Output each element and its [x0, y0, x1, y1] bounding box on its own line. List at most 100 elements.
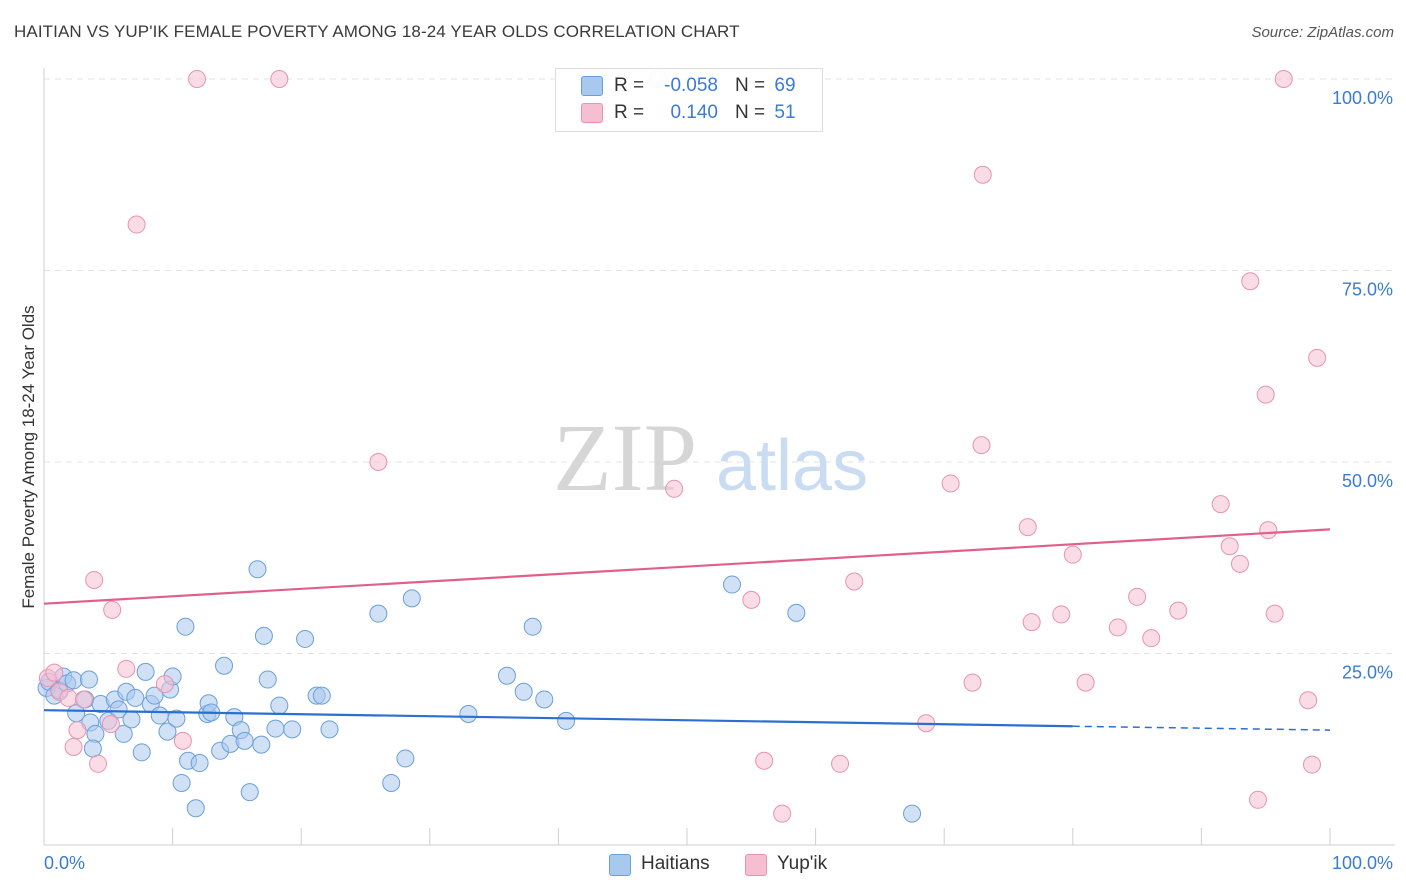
x-tick-label-max: 100.0%: [1332, 853, 1393, 873]
axes-layer: [43, 68, 1395, 846]
data-point-yupik: [1211, 495, 1230, 514]
data-point-haitians: [258, 670, 277, 689]
data-point-haitians: [158, 722, 177, 741]
data-point-yupik: [59, 688, 78, 707]
data-point-haitians: [723, 575, 742, 594]
y-tick-label: 100.0%: [1332, 88, 1393, 108]
data-point-haitians: [136, 662, 155, 681]
stats-n-label: N =: [735, 102, 766, 123]
stats-r-value: 0.140: [670, 102, 718, 123]
data-point-haitians: [254, 626, 273, 645]
data-point-yupik: [127, 215, 146, 234]
data-point-haitians: [240, 783, 259, 802]
data-point-yupik: [1230, 554, 1249, 573]
y-tick-label: 75.0%: [1342, 280, 1393, 300]
data-point-haitians: [514, 682, 533, 701]
data-point-haitians: [252, 735, 271, 754]
data-point-haitians: [83, 739, 102, 758]
watermark: ZIP atlas: [553, 404, 868, 511]
data-point-haitians: [132, 743, 151, 762]
data-point-yupik: [1302, 755, 1321, 774]
data-point-haitians: [150, 706, 169, 725]
data-point-haitians: [176, 617, 195, 636]
data-point-haitians: [535, 690, 554, 709]
trend-extension-haitians: [1072, 725, 1331, 731]
data-point-yupik: [1248, 790, 1267, 809]
data-point-haitians: [167, 709, 186, 728]
stats-r-label: R =: [614, 75, 645, 96]
data-point-haitians: [64, 671, 83, 690]
grid-layer: [44, 78, 1395, 654]
data-point-haitians: [396, 749, 415, 768]
data-point-yupik: [1063, 545, 1082, 564]
data-point-haitians: [459, 705, 478, 724]
data-point-yupik: [270, 70, 289, 88]
data-point-haitians: [80, 670, 99, 689]
data-point-yupik: [155, 675, 174, 694]
data-point-yupik: [1169, 601, 1188, 620]
data-point-haitians: [122, 710, 141, 729]
data-point-yupik: [831, 754, 850, 773]
data-point-haitians: [215, 656, 234, 675]
data-point-yupik: [1076, 673, 1095, 692]
data-point-haitians: [402, 589, 421, 608]
data-point-yupik: [665, 479, 684, 498]
trend-layer: [43, 528, 1331, 731]
data-point-yupik: [1241, 272, 1260, 291]
data-point-haitians: [523, 617, 542, 636]
trend-line-yupik: [43, 528, 1331, 605]
data-point-yupik: [188, 70, 207, 88]
data-point-yupik: [972, 436, 991, 455]
data-point-haitians: [497, 666, 516, 685]
data-point-haitians: [190, 754, 209, 773]
chart-title: HAITIAN VS YUP'IK FEMALE POVERTY AMONG 1…: [14, 22, 740, 41]
data-point-haitians: [270, 696, 289, 715]
data-point-haitians: [320, 720, 339, 739]
data-point-yupik: [1256, 385, 1275, 404]
stats-n-label: N =: [735, 75, 766, 96]
data-point-yupik: [845, 572, 864, 591]
data-point-yupik: [1052, 605, 1071, 624]
y-axis-label: Female Poverty Among 18-24 Year Olds: [19, 305, 38, 608]
stats-r-label: R =: [614, 102, 645, 123]
x-tick-label-min: 0.0%: [44, 853, 85, 873]
data-point-yupik: [89, 754, 108, 773]
data-point-haitians: [235, 731, 254, 750]
y-tick-label: 50.0%: [1342, 471, 1393, 491]
legend-label-haitians: Haitians: [641, 853, 710, 874]
stats-n-value: 69: [774, 75, 796, 96]
data-point-haitians: [248, 560, 267, 579]
y-tick-label: 25.0%: [1342, 663, 1393, 683]
data-point-yupik: [742, 590, 761, 609]
data-point-haitians: [145, 686, 164, 705]
data-point-yupik: [1128, 587, 1147, 606]
data-point-yupik: [85, 570, 104, 589]
data-point-haitians: [114, 724, 133, 743]
stats-swatch-yupik: [581, 103, 603, 123]
data-point-haitians: [382, 773, 401, 792]
data-point-yupik: [1299, 691, 1318, 710]
data-point-haitians: [312, 686, 331, 705]
data-point-yupik: [117, 659, 136, 678]
data-point-yupik: [1265, 604, 1284, 623]
data-point-yupik: [941, 474, 960, 493]
data-point-yupik: [173, 731, 192, 750]
data-point-yupik: [773, 804, 792, 823]
data-point-yupik: [1274, 70, 1293, 88]
data-point-yupik: [1022, 613, 1041, 632]
data-point-haitians: [787, 603, 806, 622]
stats-swatch-haitians: [581, 76, 603, 96]
legend-swatch-haitians: [609, 854, 631, 876]
data-point-yupik: [1018, 518, 1037, 537]
data-point-yupik: [1142, 629, 1161, 648]
data-point-yupik: [1108, 618, 1127, 637]
data-point-yupik: [369, 453, 388, 471]
data-point-yupik: [68, 721, 87, 740]
data-point-haitians: [903, 804, 922, 823]
stats-box: R = -0.058 N = 69 R = 0.140 N = 51: [555, 68, 823, 132]
data-point-yupik: [973, 165, 992, 184]
data-point-haitians: [557, 711, 576, 730]
data-point-haitians: [109, 700, 128, 719]
data-point-haitians: [172, 773, 191, 792]
